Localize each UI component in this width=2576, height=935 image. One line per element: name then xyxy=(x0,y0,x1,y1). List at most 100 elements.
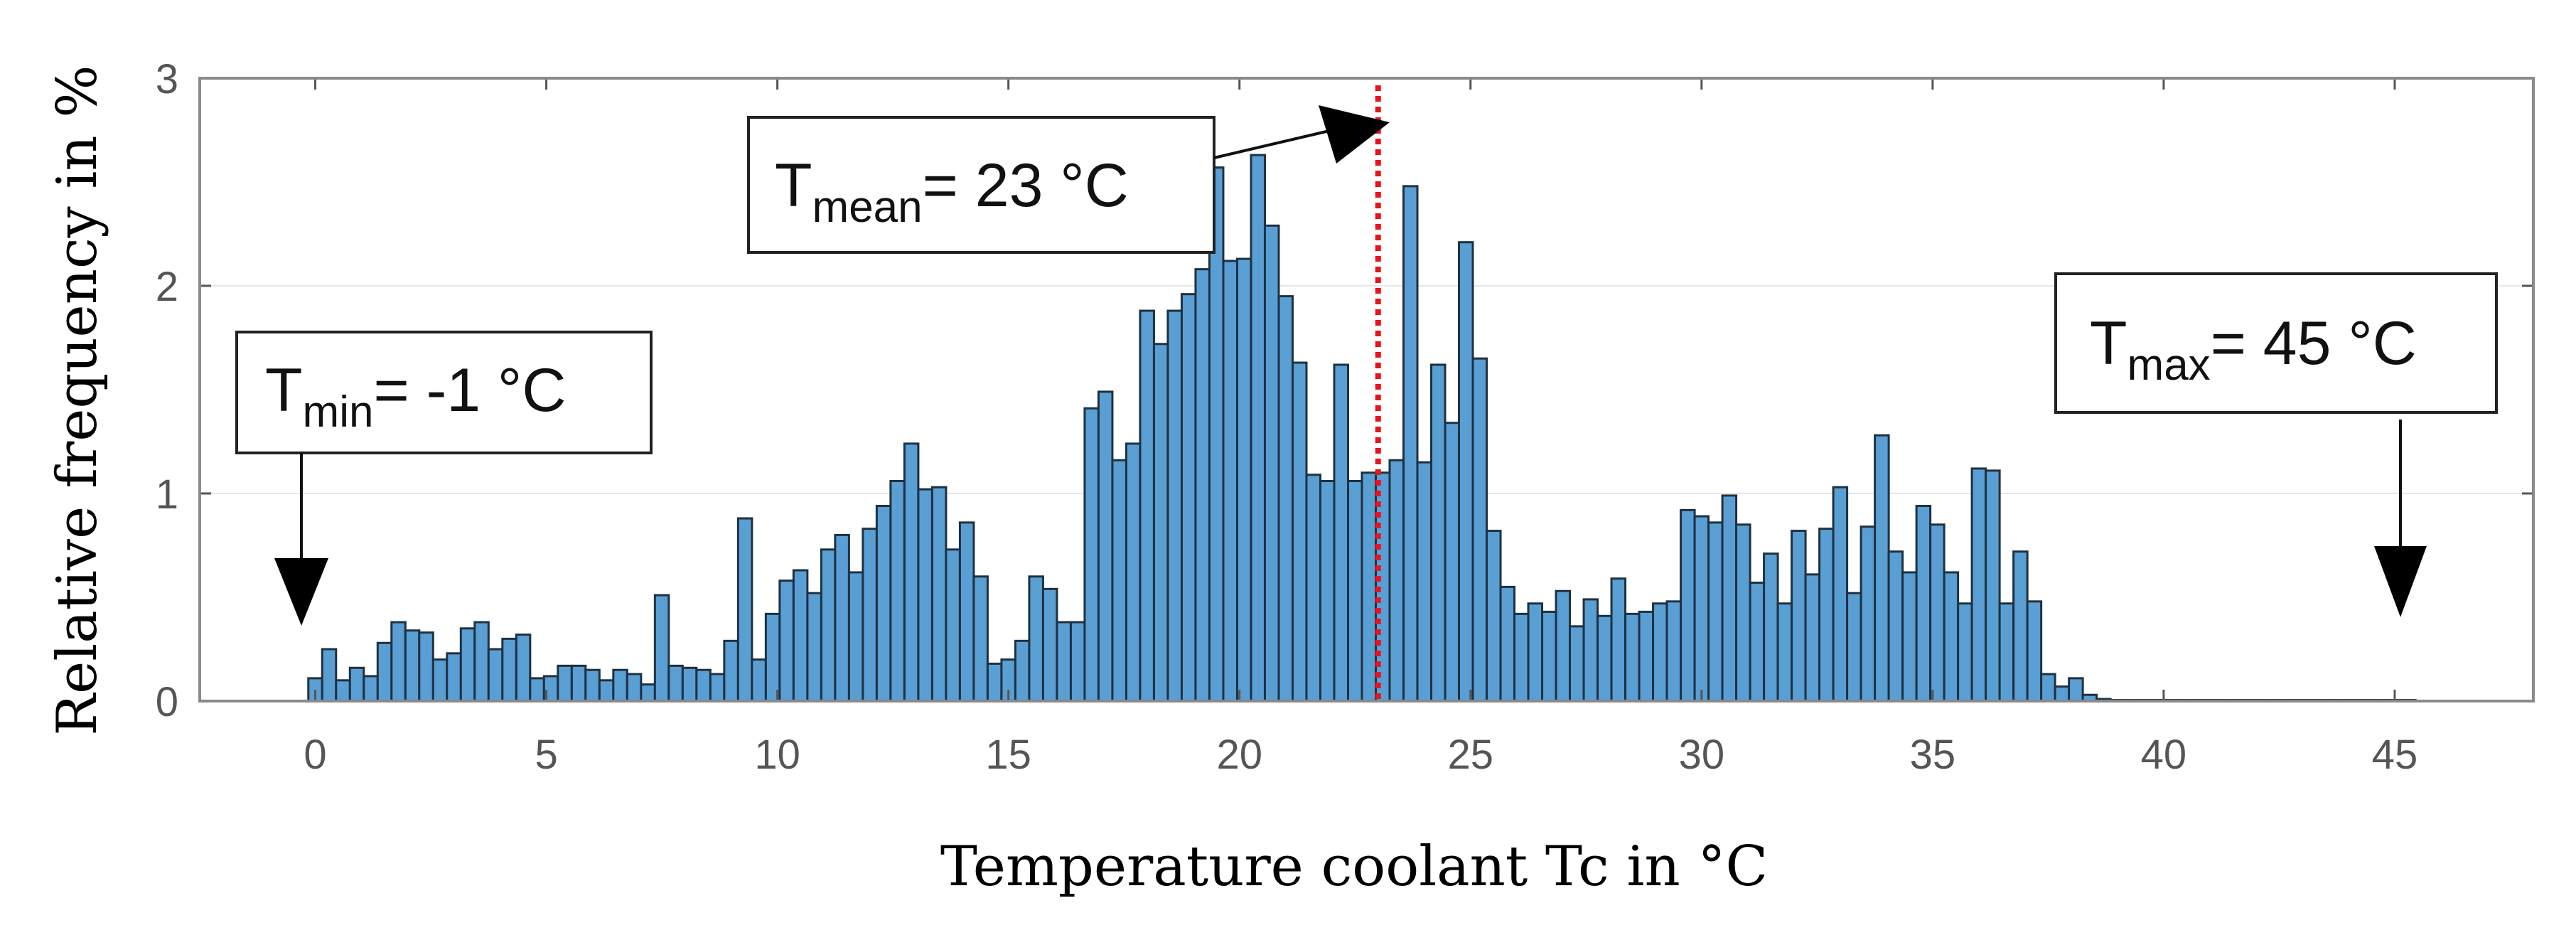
histogram-bar xyxy=(1874,434,1890,702)
annotation-tmean-arrow-head-icon xyxy=(1319,105,1390,164)
histogram-bar xyxy=(1430,363,1447,702)
histogram-bar xyxy=(2040,673,2056,702)
histogram-bar xyxy=(986,662,1003,702)
histogram-bar xyxy=(431,658,449,702)
annotation-tmax: Tmax= 45 °C xyxy=(2054,272,2498,617)
histogram-bar xyxy=(2054,685,2071,702)
histogram-bar xyxy=(1041,587,1058,702)
histogram-bar xyxy=(1305,474,1321,702)
histogram-bar xyxy=(1291,361,1308,702)
histogram-bar xyxy=(1222,260,1238,702)
histogram-bar xyxy=(792,569,809,702)
histogram-bar xyxy=(1402,185,1419,702)
histogram-bar xyxy=(335,679,351,702)
histogram-bar xyxy=(834,533,850,702)
histogram-bar xyxy=(1180,293,1197,702)
x-tick-label-0: 0 xyxy=(304,732,326,778)
histogram-bar xyxy=(557,664,573,702)
histogram-bar xyxy=(1555,589,1572,702)
histogram-bar xyxy=(1804,573,1821,702)
histogram-bar xyxy=(515,634,532,702)
histogram-bar xyxy=(376,641,393,702)
histogram-bar xyxy=(1527,602,1544,702)
annotation-tmax-subscript: max xyxy=(2127,341,2211,390)
histogram-bar xyxy=(862,528,878,702)
histogram-bar xyxy=(1471,357,1488,702)
y-axis-title: Relative frequency in % xyxy=(45,65,109,735)
histogram-bar xyxy=(806,592,822,702)
annotation-tmean: Tmean= 23 °C xyxy=(747,105,1390,254)
histogram-bar xyxy=(487,648,504,702)
histogram-bar xyxy=(1194,268,1211,702)
histogram-bar xyxy=(459,627,476,702)
x-tick-label-25: 25 xyxy=(1448,732,1494,778)
histogram-bar xyxy=(1791,530,1807,702)
histogram-bar xyxy=(1929,523,1946,702)
histogram-bar xyxy=(363,675,379,702)
annotation-tmin-box xyxy=(235,331,653,454)
histogram-bar xyxy=(1665,600,1683,702)
histogram-bar xyxy=(348,666,365,702)
axis-ticks: 0 5 10 15 20 25 30 35 40 45 0 1 2 3 xyxy=(156,56,2533,778)
histogram-bar xyxy=(889,479,906,702)
histogram-bar xyxy=(1970,467,1987,702)
annotation-tmin-value: = -1 °C xyxy=(373,356,566,424)
histogram-bar xyxy=(1361,471,1378,702)
histogram-bar xyxy=(778,579,795,702)
histogram-bar xyxy=(1014,639,1031,702)
histogram-bar xyxy=(972,575,989,702)
histogram-bar xyxy=(1499,585,1516,702)
histogram-bar xyxy=(958,521,975,702)
y-tick-label-2: 2 xyxy=(156,264,178,310)
annotation-tmin-symbol: T xyxy=(265,356,303,424)
y-tick-label-1: 1 xyxy=(156,471,178,518)
annotation-tmax-symbol: T xyxy=(2090,309,2127,378)
histogram-bar xyxy=(1458,241,1474,702)
histogram-bar xyxy=(764,612,781,702)
annotation-tmean-value: = 23 °C xyxy=(923,151,1129,220)
svg-text:Tmin= -1 °C: Tmin= -1 °C xyxy=(265,356,566,437)
histogram-bar xyxy=(584,668,601,702)
histogram-bar xyxy=(1235,257,1252,702)
svg-text:Tmean= 23 °C: Tmean= 23 °C xyxy=(775,151,1129,232)
histogram-bar xyxy=(751,658,767,702)
histogram-bar xyxy=(390,621,407,702)
annotation-tmax-arrow-head-icon xyxy=(2374,546,2427,617)
histogram-bar xyxy=(1776,602,1793,702)
annotation-tmean-symbol: T xyxy=(775,151,812,220)
histogram-bar xyxy=(1097,390,1114,702)
plot-frame xyxy=(198,77,2535,702)
histogram-bar xyxy=(1985,469,2001,702)
x-tick-label-20: 20 xyxy=(1216,732,1262,778)
histogram-bar xyxy=(1901,571,1918,702)
histogram-bar xyxy=(418,631,434,702)
histogram-bar xyxy=(1139,309,1155,702)
histogram-bar xyxy=(1028,575,1044,702)
histogram-bar xyxy=(875,505,892,702)
histogram-bar xyxy=(529,677,545,702)
histogram-bar xyxy=(1859,525,1877,702)
histogram-bar xyxy=(1069,621,1086,702)
histogram-bar xyxy=(1582,598,1599,702)
histogram-bar xyxy=(1915,505,1932,702)
histogram-bar xyxy=(1749,582,1766,702)
histogram-bar xyxy=(1998,602,2015,702)
histogram-bar xyxy=(1056,621,1072,702)
histogram-bar xyxy=(2026,600,2043,702)
histogram-bar xyxy=(1638,610,1655,702)
histogram-bar xyxy=(1166,309,1183,702)
histogram-bar xyxy=(1277,295,1294,702)
annotation-tmean-subscript: mean xyxy=(812,183,923,232)
histogram-bar xyxy=(1818,528,1835,702)
histogram-bar xyxy=(681,666,698,702)
histogram-bar xyxy=(1333,363,1349,702)
histogram-bar xyxy=(1263,224,1280,702)
histogram-bar xyxy=(1569,625,1585,702)
histogram-bar xyxy=(1388,459,1405,702)
histogram-bar xyxy=(2012,550,2029,702)
annotation-tmin: Tmin= -1 °C xyxy=(235,331,653,626)
annotation-tmin-subscript: min xyxy=(303,388,374,437)
histogram-bar xyxy=(1887,550,1904,702)
histogram-bar xyxy=(667,664,684,702)
